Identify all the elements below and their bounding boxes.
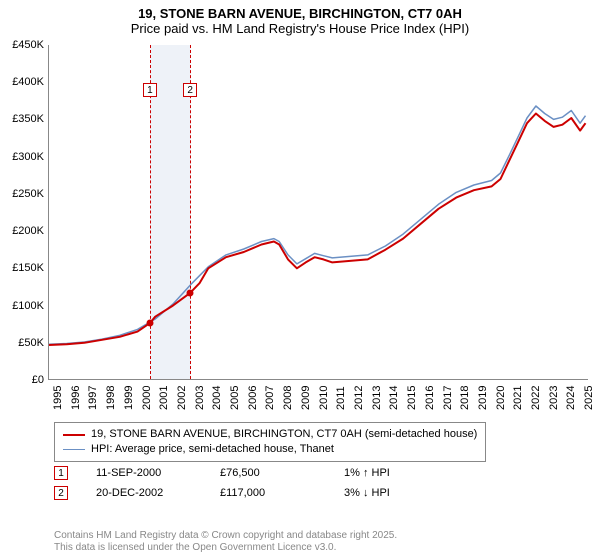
series-hpi: [49, 106, 586, 344]
x-tick-label: 2002: [176, 386, 188, 410]
transaction-marker: 2: [54, 486, 68, 500]
x-tick-label: 2006: [247, 386, 259, 410]
title-block: 19, STONE BARN AVENUE, BIRCHINGTON, CT7 …: [0, 0, 600, 38]
y-tick-label: £250K: [2, 188, 44, 200]
legend-label-hpi: HPI: Average price, semi-detached house,…: [91, 442, 334, 457]
x-tick-label: 2000: [141, 386, 153, 410]
y-tick-label: £50K: [2, 337, 44, 349]
x-tick-label: 2025: [583, 386, 595, 410]
marker-dot: [146, 320, 153, 327]
copyright-line1: Contains HM Land Registry data © Crown c…: [54, 530, 397, 542]
x-tick-label: 2021: [512, 386, 524, 410]
copyright-line2: This data is licensed under the Open Gov…: [54, 542, 397, 554]
legend-row-price-paid: 19, STONE BARN AVENUE, BIRCHINGTON, CT7 …: [63, 427, 477, 442]
transaction-date: 11-SEP-2000: [96, 467, 192, 479]
transactions-table: 1 11-SEP-2000 £76,500 1% ↑ HPI 2 20-DEC-…: [54, 466, 440, 506]
x-tick-label: 2003: [194, 386, 206, 410]
x-tick-label: 2001: [158, 386, 170, 410]
x-tick-label: 1997: [87, 386, 99, 410]
y-tick-label: £100K: [2, 300, 44, 312]
legend-swatch-price-paid: [63, 434, 85, 436]
x-tick-label: 2010: [318, 386, 330, 410]
x-tick-label: 2015: [406, 386, 418, 410]
transaction-price: £117,000: [220, 487, 316, 499]
x-tick-label: 2016: [424, 386, 436, 410]
marker-dot: [187, 289, 194, 296]
plot-area: 12: [48, 45, 588, 380]
x-tick-label: 2020: [495, 386, 507, 410]
y-tick-label: £350K: [2, 113, 44, 125]
x-tick-label: 2013: [371, 386, 383, 410]
transaction-delta: 3% ↓ HPI: [344, 487, 440, 499]
y-tick-label: £300K: [2, 151, 44, 163]
y-tick-label: £0: [2, 374, 44, 386]
x-tick-label: 2018: [459, 386, 471, 410]
y-tick-label: £450K: [2, 39, 44, 51]
transaction-row: 1 11-SEP-2000 £76,500 1% ↑ HPI: [54, 466, 440, 480]
marker-label: 1: [143, 83, 157, 97]
chart-container: 19, STONE BARN AVENUE, BIRCHINGTON, CT7 …: [0, 0, 600, 560]
marker-label: 2: [183, 83, 197, 97]
chart-lines: [49, 45, 588, 379]
legend-swatch-hpi: [63, 449, 85, 450]
x-tick-label: 1998: [105, 386, 117, 410]
series-price_paid: [49, 114, 586, 346]
x-tick-label: 2017: [442, 386, 454, 410]
x-tick-label: 1999: [123, 386, 135, 410]
transaction-date: 20-DEC-2002: [96, 487, 192, 499]
legend-label-price-paid: 19, STONE BARN AVENUE, BIRCHINGTON, CT7 …: [91, 427, 477, 442]
x-tick-label: 2004: [211, 386, 223, 410]
x-tick-label: 1995: [52, 386, 64, 410]
transaction-row: 2 20-DEC-2002 £117,000 3% ↓ HPI: [54, 486, 440, 500]
x-tick-label: 2009: [300, 386, 312, 410]
legend: 19, STONE BARN AVENUE, BIRCHINGTON, CT7 …: [54, 422, 486, 462]
x-tick-label: 2008: [282, 386, 294, 410]
x-tick-label: 2024: [565, 386, 577, 410]
transaction-marker: 1: [54, 466, 68, 480]
x-tick-label: 2022: [530, 386, 542, 410]
y-tick-label: £400K: [2, 76, 44, 88]
x-tick-label: 2012: [353, 386, 365, 410]
x-tick-label: 2014: [388, 386, 400, 410]
x-tick-label: 2005: [229, 386, 241, 410]
x-tick-label: 2011: [335, 386, 347, 410]
transaction-delta: 1% ↑ HPI: [344, 467, 440, 479]
x-tick-label: 2019: [477, 386, 489, 410]
copyright: Contains HM Land Registry data © Crown c…: [54, 530, 397, 554]
y-tick-label: £150K: [2, 262, 44, 274]
x-tick-label: 2007: [264, 386, 276, 410]
x-tick-label: 1996: [70, 386, 82, 410]
legend-row-hpi: HPI: Average price, semi-detached house,…: [63, 442, 477, 457]
transaction-price: £76,500: [220, 467, 316, 479]
title-address: 19, STONE BARN AVENUE, BIRCHINGTON, CT7 …: [0, 6, 600, 21]
y-tick-label: £200K: [2, 225, 44, 237]
x-tick-label: 2023: [548, 386, 560, 410]
title-subtitle: Price paid vs. HM Land Registry's House …: [0, 21, 600, 36]
